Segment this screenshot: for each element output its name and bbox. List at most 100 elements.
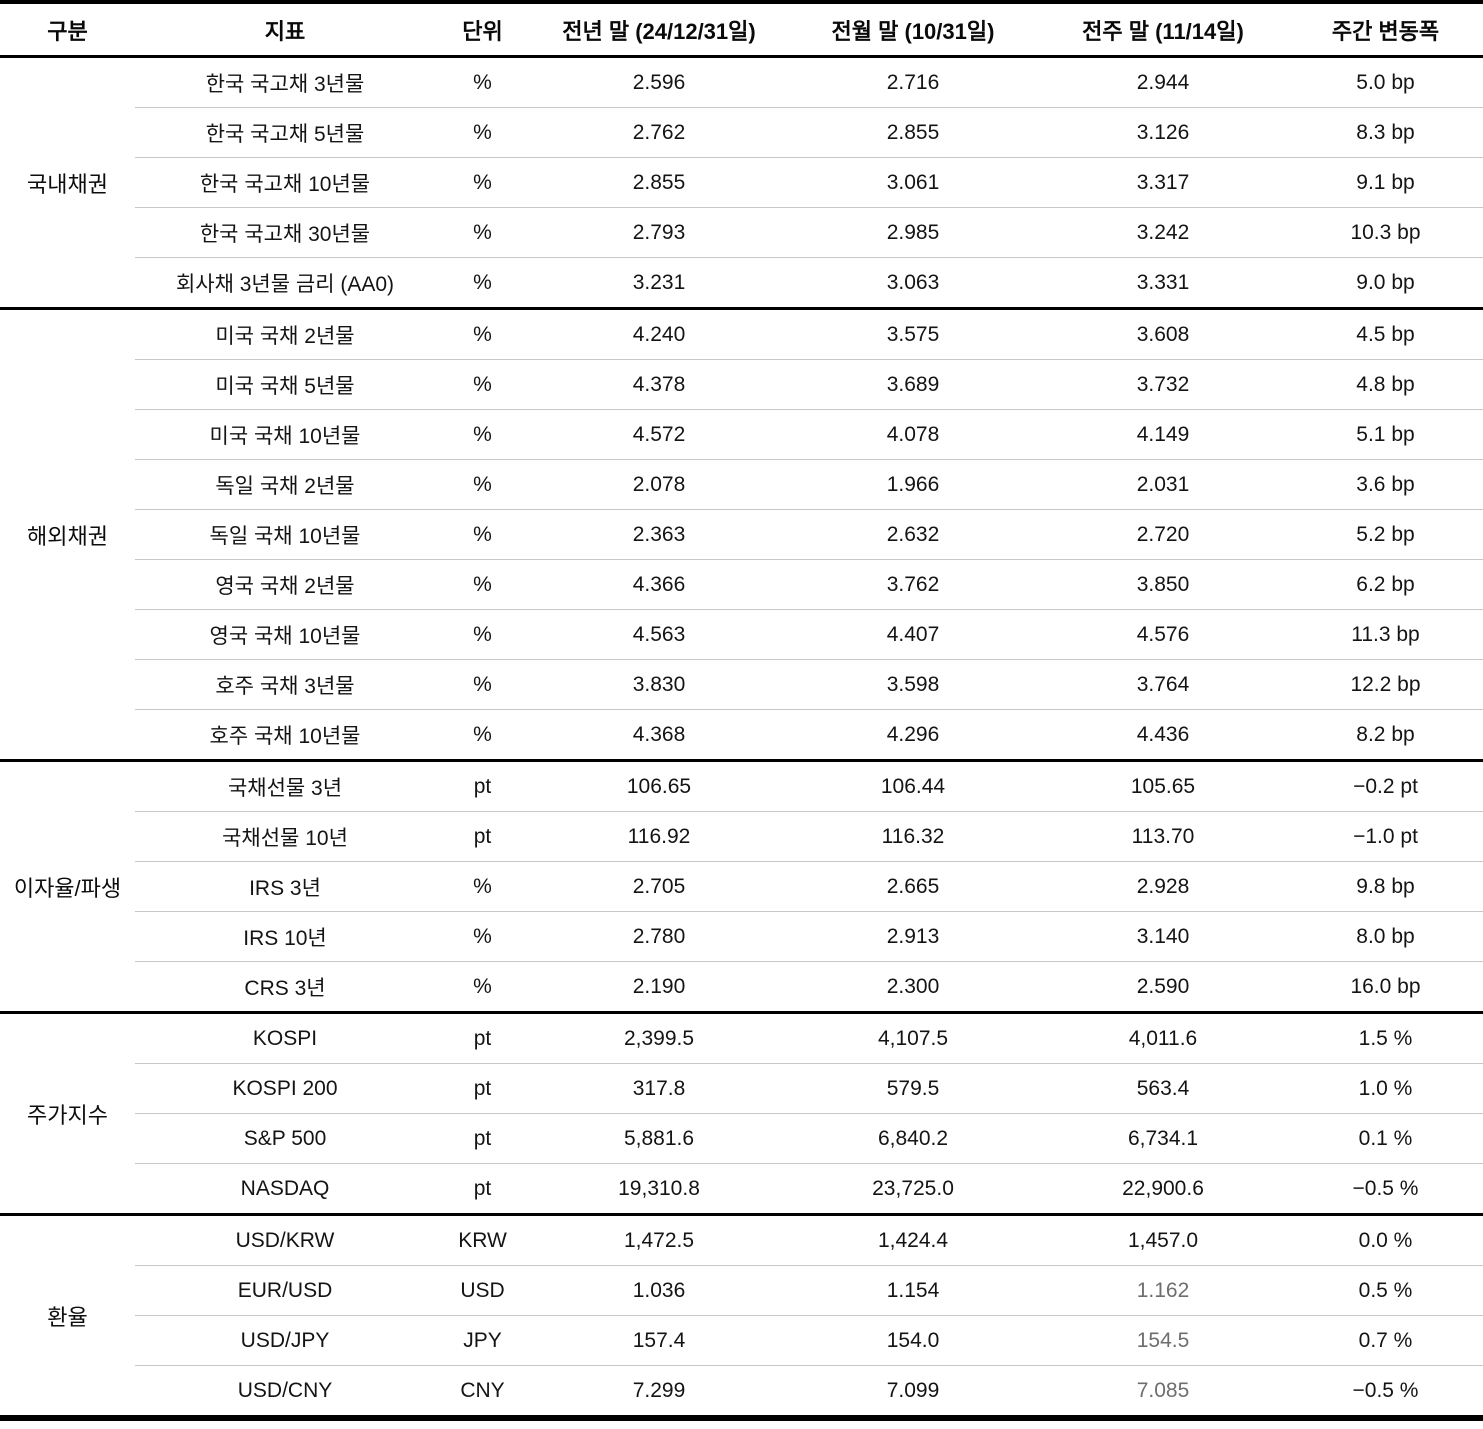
category-cell: 해외채권 bbox=[0, 307, 135, 761]
value-prev-week-cell: 2.720 bbox=[1038, 509, 1288, 560]
value-prev-week-cell: 6,734.1 bbox=[1038, 1113, 1288, 1164]
change-cell: 0.1 % bbox=[1288, 1113, 1483, 1164]
value-prev-year-cell: 19,310.8 bbox=[530, 1163, 788, 1215]
value-prev-year-cell: 2.762 bbox=[530, 107, 788, 158]
value-prev-year-cell: 317.8 bbox=[530, 1063, 788, 1114]
value-prev-year-cell: 4.368 bbox=[530, 709, 788, 761]
value-prev-year-cell: 4.572 bbox=[530, 409, 788, 460]
value-prev-year-cell: 2.793 bbox=[530, 207, 788, 258]
header-unit: 단위 bbox=[435, 2, 530, 58]
value-prev-year-cell: 1.036 bbox=[530, 1265, 788, 1316]
unit-cell: % bbox=[435, 257, 530, 309]
indicator-cell: 독일 국채 10년물 bbox=[135, 509, 435, 560]
value-prev-week-cell: 4.576 bbox=[1038, 609, 1288, 660]
value-prev-week-cell: 3.331 bbox=[1038, 257, 1288, 309]
value-prev-month-cell: 3.598 bbox=[788, 659, 1038, 710]
unit-cell: pt bbox=[435, 1063, 530, 1114]
unit-cell: % bbox=[435, 359, 530, 410]
table-row: 호주 국채 10년물% 4.368 4.296 4.436 8.2 bp bbox=[0, 709, 1483, 761]
indicator-cell: 독일 국채 2년물 bbox=[135, 459, 435, 510]
unit-cell: % bbox=[435, 659, 530, 710]
indicator-cell: 미국 국채 5년물 bbox=[135, 359, 435, 410]
indicator-cell: 회사채 3년물 금리 (AA0) bbox=[135, 257, 435, 309]
indicator-cell: 한국 국고채 5년물 bbox=[135, 107, 435, 158]
indicator-cell: S&P 500 bbox=[135, 1113, 435, 1164]
value-prev-week-cell: 3.242 bbox=[1038, 207, 1288, 258]
value-prev-week-cell: 154.5 bbox=[1038, 1315, 1288, 1366]
table-row: USD/CNY CNY 7.299 7.099 7.085 −0.5 % bbox=[0, 1365, 1483, 1418]
header-row: 구분 지표 단위 전년 말 (24/12/31일) 전월 말 (10/31일) … bbox=[0, 2, 1483, 58]
indicator-cell: 한국 국고채 3년물 bbox=[135, 55, 435, 108]
table-row: 환율 USD/KRW KRW 1,472.5 1,424.4 1,457.0 0.0 % bbox=[0, 1213, 1483, 1418]
change-cell: −0.5 % bbox=[1288, 1365, 1483, 1418]
indicator-cell: IRS 10년 bbox=[135, 911, 435, 962]
indicator-cell: 한국 국고채 30년물 bbox=[135, 207, 435, 258]
category-cell: 국내채권 bbox=[0, 55, 135, 309]
value-prev-year-cell: 2.363 bbox=[530, 509, 788, 560]
change-cell: 1.0 % bbox=[1288, 1063, 1483, 1114]
indicator-cell: CRS 3년 bbox=[135, 961, 435, 1013]
value-prev-year-cell: 4.240 bbox=[530, 307, 788, 360]
unit-cell: % bbox=[435, 609, 530, 660]
value-prev-year-cell: 2.190 bbox=[530, 961, 788, 1013]
value-prev-year-cell: 5,881.6 bbox=[530, 1113, 788, 1164]
header-prev-month: 전월 말 (10/31일) bbox=[788, 2, 1038, 58]
change-cell: −1.0 pt bbox=[1288, 811, 1483, 862]
value-prev-week-cell: 563.4 bbox=[1038, 1063, 1288, 1114]
value-prev-week-cell: 1,457.0 bbox=[1038, 1213, 1288, 1266]
change-cell: 5.1 bp bbox=[1288, 409, 1483, 460]
indicator-cell: 미국 국채 2년물 bbox=[135, 307, 435, 360]
value-prev-month-cell: 579.5 bbox=[788, 1063, 1038, 1114]
value-prev-month-cell: 116.32 bbox=[788, 811, 1038, 862]
value-prev-month-cell: 4.296 bbox=[788, 709, 1038, 761]
value-prev-year-cell: 2.596 bbox=[530, 55, 788, 108]
change-cell: 0.0 % bbox=[1288, 1213, 1483, 1266]
value-prev-month-cell: 4,107.5 bbox=[788, 1011, 1038, 1064]
value-prev-month-cell: 2.632 bbox=[788, 509, 1038, 560]
value-prev-month-cell: 1.154 bbox=[788, 1265, 1038, 1316]
value-prev-week-cell: 4.436 bbox=[1038, 709, 1288, 761]
indicator-cell: EUR/USD bbox=[135, 1265, 435, 1316]
value-prev-week-cell: 22,900.6 bbox=[1038, 1163, 1288, 1215]
indicator-cell: 국채선물 3년 bbox=[135, 759, 435, 812]
value-prev-year-cell: 106.65 bbox=[530, 759, 788, 812]
unit-cell: % bbox=[435, 409, 530, 460]
table-row: 독일 국채 10년물% 2.363 2.632 2.720 5.2 bp bbox=[0, 509, 1483, 560]
table-row: USD/JPY JPY 157.4 154.0 154.5 0.7 % bbox=[0, 1315, 1483, 1366]
indicator-cell: 호주 국채 10년물 bbox=[135, 709, 435, 761]
unit-cell: % bbox=[435, 911, 530, 962]
indicator-cell: 국채선물 10년 bbox=[135, 811, 435, 862]
value-prev-month-cell: 2.913 bbox=[788, 911, 1038, 962]
value-prev-year-cell: 4.563 bbox=[530, 609, 788, 660]
unit-cell: pt bbox=[435, 811, 530, 862]
value-prev-year-cell: 3.830 bbox=[530, 659, 788, 710]
change-cell: 9.8 bp bbox=[1288, 861, 1483, 912]
table-row: 국내채권 한국 국고채 3년물% 2.596 2.716 2.944 5.0 bp bbox=[0, 55, 1483, 309]
value-prev-week-cell: 3.764 bbox=[1038, 659, 1288, 710]
value-prev-month-cell: 2.300 bbox=[788, 961, 1038, 1013]
indicator-cell: 영국 국채 10년물 bbox=[135, 609, 435, 660]
value-prev-month-cell: 3.575 bbox=[788, 307, 1038, 360]
value-prev-week-cell: 3.608 bbox=[1038, 307, 1288, 360]
unit-cell: USD bbox=[435, 1265, 530, 1316]
table-row: 미국 국채 5년물% 4.378 3.689 3.732 4.8 bp bbox=[0, 359, 1483, 410]
value-prev-year-cell: 1,472.5 bbox=[530, 1213, 788, 1266]
change-cell: 4.8 bp bbox=[1288, 359, 1483, 410]
table-row: 독일 국채 2년물% 2.078 1.966 2.031 3.6 bp bbox=[0, 459, 1483, 510]
value-prev-year-cell: 2.078 bbox=[530, 459, 788, 510]
value-prev-month-cell: 2.985 bbox=[788, 207, 1038, 258]
value-prev-month-cell: 6,840.2 bbox=[788, 1113, 1038, 1164]
value-prev-month-cell: 7.099 bbox=[788, 1365, 1038, 1418]
value-prev-week-cell: 113.70 bbox=[1038, 811, 1288, 862]
value-prev-week-cell: 2.928 bbox=[1038, 861, 1288, 912]
header-weekly-change: 주간 변동폭 bbox=[1288, 2, 1483, 58]
indicator-cell: IRS 3년 bbox=[135, 861, 435, 912]
change-cell: 16.0 bp bbox=[1288, 961, 1483, 1013]
unit-cell: % bbox=[435, 107, 530, 158]
change-cell: −0.2 pt bbox=[1288, 759, 1483, 812]
table-row: 호주 국채 3년물% 3.830 3.598 3.764 12.2 bp bbox=[0, 659, 1483, 710]
indicator-cell: KOSPI bbox=[135, 1011, 435, 1064]
unit-cell: pt bbox=[435, 759, 530, 812]
table-row: NASDAQ pt 19,310.8 23,725.0 22,900.6 −0.5 % bbox=[0, 1163, 1483, 1215]
